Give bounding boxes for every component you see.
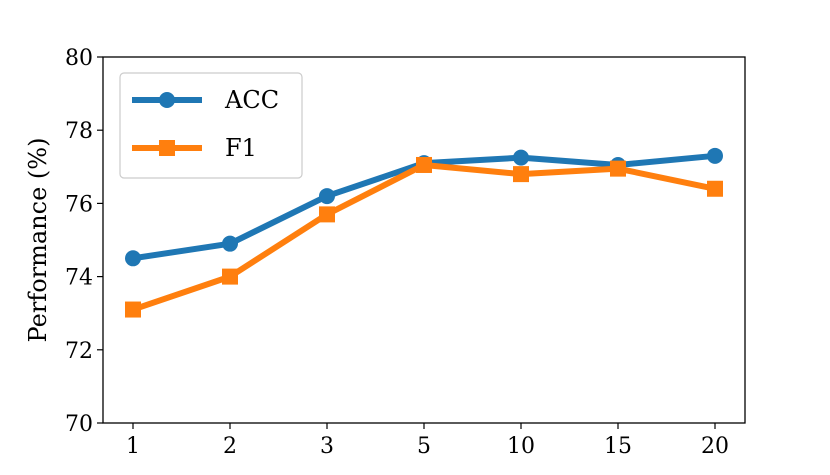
y-tick-label: 74 — [65, 266, 93, 291]
data-point — [610, 160, 626, 177]
y-axis-label: Performance (%) — [24, 138, 52, 343]
legend-label: F1 — [225, 134, 257, 162]
data-point — [707, 180, 723, 197]
y-tick-label: 80 — [65, 46, 93, 71]
data-point — [125, 301, 141, 318]
x-tick-label: 15 — [604, 434, 632, 459]
legend-marker — [159, 92, 175, 108]
legend-item-f1: F1 — [132, 134, 257, 162]
data-point — [707, 147, 723, 164]
y-tick-label: 76 — [65, 192, 93, 217]
x-tick-label: 10 — [507, 434, 535, 459]
data-point — [319, 188, 335, 205]
legend-label: ACC — [224, 86, 279, 114]
data-point — [222, 268, 238, 285]
x-tick-label: 1 — [126, 434, 140, 459]
series-line — [132, 161, 716, 313]
x-tick-label: 5 — [417, 434, 431, 459]
data-point — [513, 166, 529, 183]
y-tick-label: 70 — [65, 412, 93, 437]
data-point — [416, 156, 432, 173]
x-tick-label: 3 — [320, 434, 334, 459]
legend-marker — [159, 140, 175, 156]
y-tick-label: 72 — [65, 339, 93, 364]
data-point — [319, 206, 335, 223]
x-tick-label: 20 — [701, 434, 729, 459]
series-layer — [125, 147, 723, 318]
legend: ACC F1 — [119, 72, 303, 179]
x-axis: 1 2 3 5 10 15 20 — [126, 423, 729, 459]
y-axis: 70 72 74 76 78 80 — [65, 46, 103, 437]
data-point — [222, 235, 238, 252]
data-point — [513, 149, 529, 166]
x-tick-label: 2 — [223, 434, 237, 459]
legend-item-acc: ACC — [132, 86, 279, 114]
data-point — [125, 250, 141, 267]
series-f1 — [125, 156, 723, 318]
y-tick-label: 78 — [65, 119, 93, 144]
